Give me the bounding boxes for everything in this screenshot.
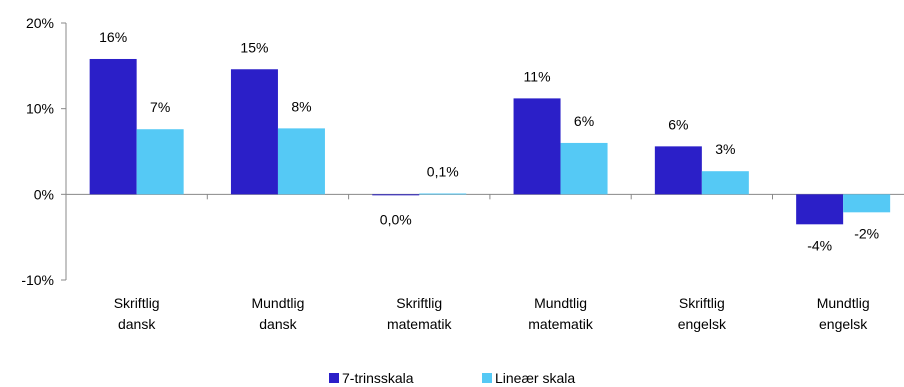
bar [419, 193, 467, 195]
y-tick-label: 0% [34, 186, 54, 202]
y-tick-label: 20% [26, 15, 54, 31]
data-label: 3% [715, 141, 735, 157]
bar [136, 129, 184, 195]
data-label: 8% [291, 98, 311, 114]
x-tick-label: matematik [387, 316, 453, 332]
data-label: 15% [240, 39, 268, 55]
data-labels: 16% 7% 15% 8% 0,0% 0,1% 11% 6% 6% 3% -4% -2% [99, 29, 879, 253]
legend: 7-trinsskala Lineær skala [329, 370, 575, 386]
data-label: 16% [99, 29, 127, 45]
legend-swatch [482, 373, 492, 383]
bar [701, 171, 749, 195]
bar [654, 146, 702, 195]
data-label: 0,1% [427, 163, 459, 179]
y-tick-label: -10% [21, 272, 54, 288]
x-tick-label: Mundtlig [817, 295, 870, 311]
bars [89, 58, 891, 225]
bar [843, 194, 891, 213]
x-tick-label: matematik [528, 316, 594, 332]
x-tick-label: dansk [259, 316, 297, 332]
bar [372, 194, 420, 196]
x-tick-label: dansk [118, 316, 156, 332]
data-label: 6% [668, 116, 688, 132]
data-label: 7% [150, 99, 170, 115]
x-tick-label: Mundtlig [251, 295, 304, 311]
bar [513, 98, 561, 195]
x-tick-label: Skriftlig [679, 295, 725, 311]
data-label: 6% [574, 113, 594, 129]
data-label: 11% [524, 68, 551, 84]
category-labels: Skriftlig dansk Mundtlig dansk Skriftlig mate… [114, 295, 870, 332]
legend-label: Lineær skala [495, 370, 575, 386]
bar [230, 69, 278, 195]
x-tick-label: Mundtlig [534, 295, 587, 311]
x-tick-label: Skriftlig [396, 295, 442, 311]
legend-label: 7-trinsskala [342, 370, 414, 386]
bar [277, 128, 325, 195]
x-tick-label: engelsk [678, 316, 727, 332]
x-tick-label: Skriftlig [114, 295, 160, 311]
bar [89, 58, 137, 195]
legend-swatch [329, 373, 339, 383]
data-label: -2% [854, 225, 879, 241]
bar [796, 194, 844, 225]
bar [560, 142, 608, 195]
axes: 20% 10% 0% -10% [21, 15, 904, 288]
data-label: -4% [807, 237, 832, 253]
data-label: 0,0% [380, 211, 412, 227]
x-tick-label: engelsk [819, 316, 868, 332]
y-tick-label: 10% [26, 101, 54, 117]
